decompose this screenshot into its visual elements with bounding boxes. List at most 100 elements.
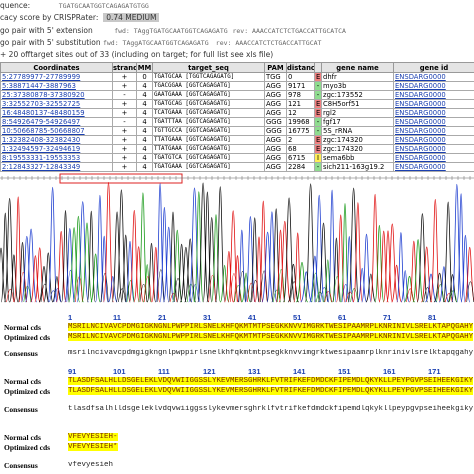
trace-peak <box>438 266 449 303</box>
oligo-ext-line: go pair with 5' extension fwd: TAggTGATG… <box>0 26 346 35</box>
row-label: Optimized cds <box>4 333 51 342</box>
trace-peak <box>318 222 329 303</box>
trace-peak <box>278 220 291 303</box>
trace-peak <box>424 273 438 303</box>
trace-peak <box>313 194 325 303</box>
cell: TTATGAAA [GGTCAGAGATG] <box>152 144 265 154</box>
trace-peak <box>423 287 431 303</box>
trace-peak <box>0 247 7 303</box>
trace-peak <box>219 264 230 303</box>
trace-peak <box>357 267 368 303</box>
trace-peak <box>442 201 454 303</box>
trace-peak <box>406 288 414 303</box>
trace-peak <box>300 271 313 303</box>
coordinate-link[interactable]: 8:54926479-54926497 <box>0 117 113 127</box>
gene-id-link[interactable]: ENSDARG0000 <box>393 144 474 154</box>
gene-id-link[interactable]: ENSDARG0000 <box>393 99 474 109</box>
cell: sema6bb <box>321 153 394 163</box>
sequence-row: vfevyesieh <box>68 461 474 469</box>
rev: rev: AAACCATCTCTGACCATTGCATCA <box>232 27 346 35</box>
gene-id-link[interactable]: ENSDARG0000 <box>393 153 474 163</box>
gene-id-link[interactable]: ENSDARG0000 <box>393 108 474 118</box>
trace-peak <box>120 234 131 303</box>
coordinate-link[interactable]: 2:12843327-12843349 <box>0 162 113 172</box>
row-label: Normal cds <box>4 323 41 332</box>
ruler-number: 71 <box>383 313 392 322</box>
ruler-number: 1 <box>68 313 73 322</box>
trace-peak <box>156 269 165 303</box>
trace-peak <box>447 274 458 303</box>
trace-peak <box>20 235 33 303</box>
trace-peak <box>251 279 259 303</box>
table-row: 5:27789977-27789999 +0 TGATGCAA [TGGTCAGAG… <box>0 72 474 82</box>
cell: myo3b <box>321 81 394 91</box>
trace-peak <box>444 293 453 303</box>
cell: 4 <box>136 99 153 109</box>
coordinate-link[interactable]: 5:38871447-3887963 <box>0 81 113 91</box>
trace-peak <box>409 240 419 303</box>
trace-peak <box>370 193 381 303</box>
coordinate-link[interactable]: 1:32494597-32494619 <box>0 144 113 154</box>
gene-id-link[interactable]: ENSDARG0000 <box>393 162 474 172</box>
cell: AGG <box>264 108 287 118</box>
efficacy: 0.74 MEDIUM <box>103 13 160 22</box>
coordinate-link[interactable]: 8:19553331-19553353 <box>0 153 113 163</box>
trace-peak <box>168 211 178 303</box>
ruler-number: 61 <box>338 313 347 322</box>
cell: 2 <box>286 135 315 145</box>
cell: 2284 <box>286 162 315 172</box>
trace-peak <box>126 280 135 303</box>
row-label: Consensus <box>4 405 38 414</box>
gene-id-link[interactable]: ENSDARG0000 <box>393 81 474 91</box>
ruler-number: 131 <box>248 367 261 376</box>
column-header: strand <box>112 62 137 73</box>
trace-peak <box>55 231 67 303</box>
row-label: Consensus <box>4 349 38 358</box>
coordinate-link[interactable]: 3:32552703-32552725 <box>0 99 113 109</box>
coordinate-link[interactable]: 5:27789977-27789999 <box>0 72 113 82</box>
trace-peak <box>282 197 296 303</box>
trace-peak <box>266 211 278 303</box>
cell: E <box>314 99 322 109</box>
trace-peak <box>412 239 424 303</box>
trace-peak <box>238 271 247 303</box>
coordinate-link[interactable]: 16:48480137-48480159 <box>0 108 113 118</box>
coordinate-link[interactable]: 10:50668785-50668807 <box>0 126 113 136</box>
trace-peak <box>194 191 204 303</box>
column-header: Coordinates <box>0 62 113 73</box>
trace-peak <box>341 284 350 303</box>
cell: C8H5orf51 <box>321 99 394 109</box>
gene-id-link[interactable]: ENSDARG0000 <box>393 117 474 127</box>
sequence-line: quence: TGATGCAATGGTCAGAGATGTGG <box>0 1 149 10</box>
trace-peak <box>76 201 89 303</box>
consensus-sequence: msrilncivavcpdmgigkngnlpwppirlsnelkhfqkm… <box>68 349 474 357</box>
trace-peak <box>271 208 281 303</box>
coordinate-link[interactable]: 1:32382408-32382430 <box>0 135 113 145</box>
cell: GAATGAAA [GGTCAGAGATG] <box>152 90 265 100</box>
column-header: MM <box>136 62 153 73</box>
cell: AGG <box>264 162 287 172</box>
coordinate-link[interactable]: 25:37380878-37380920 <box>0 90 113 100</box>
column-header <box>314 62 322 73</box>
trace-peak <box>232 255 243 303</box>
label: cacy score by CRISPRater: <box>0 13 99 22</box>
gene-id-link[interactable]: ENSDARG0000 <box>393 90 474 100</box>
trace-peak <box>13 196 23 303</box>
cell: 0 <box>136 72 153 82</box>
gene-id-link[interactable]: ENSDARG0000 <box>393 126 474 136</box>
sequence-row: msrilncivavcpdmgigkngnlpwppirlsnelkhfqkm… <box>68 349 474 357</box>
gene-id-link[interactable]: ENSDARG0000 <box>393 72 474 82</box>
cell: + <box>112 72 137 82</box>
efficacy-line: cacy score by CRISPRater: 0.74 MEDIUM <box>0 13 160 22</box>
cell: E <box>314 144 322 154</box>
sequence-row: tlasdfsalhlldsgeleklvdqvwiiggsslykevmers… <box>68 405 474 413</box>
cell: sich211-163g19.2 <box>321 162 394 172</box>
rev: rev: AAACCATCTCTGACCATTGCAT <box>215 39 322 47</box>
cell: AGG <box>264 153 287 163</box>
cell: 6715 <box>286 153 315 163</box>
trace-peak <box>43 252 54 303</box>
cell: 978 <box>286 90 315 100</box>
trace-peak <box>336 214 346 303</box>
gene-id-link[interactable]: ENSDARG0000 <box>393 135 474 145</box>
ruler-number: 111 <box>158 367 170 376</box>
